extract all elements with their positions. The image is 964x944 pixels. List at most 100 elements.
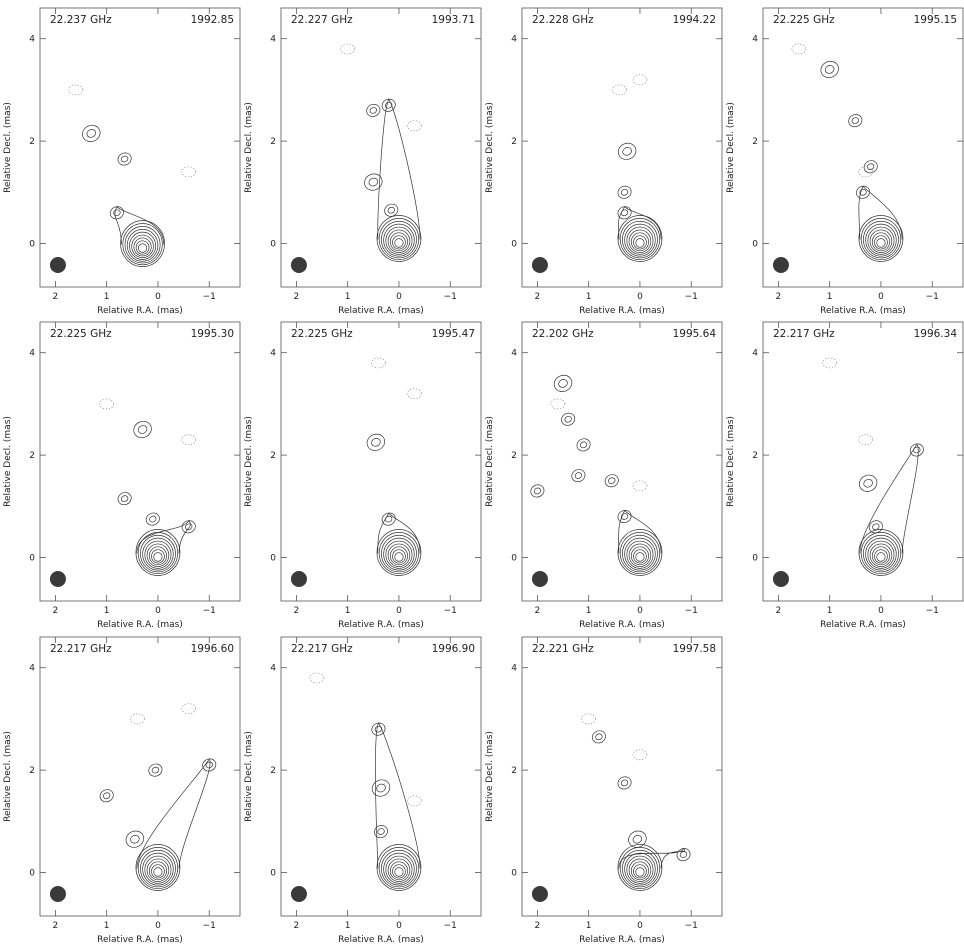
core-contour: [619, 847, 661, 890]
core-contour: [385, 855, 413, 884]
y-tick-label: 2: [270, 766, 276, 776]
jet-component-contour: [117, 492, 132, 506]
core-contour: [860, 218, 902, 261]
negative-contour: [68, 84, 84, 96]
x-tick-label: 2: [53, 292, 59, 302]
contour-group: [581, 713, 691, 891]
negative-contour: [791, 43, 807, 55]
jet-component-contour: [148, 763, 163, 777]
y-tick-label: 0: [511, 239, 517, 249]
jet-component-contour: [604, 474, 619, 488]
frequency-label: 22.225 GHz: [291, 328, 353, 340]
core-contour: [376, 844, 422, 891]
x-tick-label: 1: [104, 921, 110, 931]
jet-component-contour: [109, 206, 124, 220]
x-tick-label: −1: [926, 606, 939, 616]
x-tick-label: −1: [203, 606, 216, 616]
core-contour: [383, 537, 415, 571]
y-tick-label: 0: [270, 239, 276, 249]
jet-component-contour: [856, 185, 870, 199]
core-contour: [122, 223, 163, 266]
negative-contour: [406, 120, 422, 132]
y-tick-label: 2: [29, 451, 35, 461]
core-extension-contour: [136, 758, 211, 869]
x-tick-label: 1: [586, 921, 592, 931]
jet-component-contour: [181, 520, 196, 534]
panel-frame: [762, 321, 964, 602]
y-tick-label: 2: [29, 766, 35, 776]
x-tick-label: 1: [586, 292, 592, 302]
core-contour: [153, 867, 163, 877]
jet-component-contour: [848, 114, 863, 128]
y-axis-label: Relative Decl. (mas): [485, 102, 495, 193]
x-tick-label: 2: [53, 921, 59, 931]
map-panel: 2 1 0 −1 4 2 0 Relative R.A. (mas) Relative Decl…: [3, 636, 241, 944]
jet-component-contour: [620, 513, 629, 520]
core-contour: [376, 529, 422, 576]
core-contour: [387, 543, 411, 567]
panel-frame: [280, 321, 482, 602]
y-axis-label: Relative Decl. (mas): [726, 102, 736, 193]
core-contour: [146, 858, 170, 882]
y-tick-label: 2: [511, 766, 517, 776]
epoch-label: 1995.30: [191, 328, 234, 340]
beam-ellipse: [49, 885, 66, 902]
jet-component-contour: [628, 830, 647, 848]
jet-component-contour: [863, 160, 878, 174]
negative-contour: [130, 713, 145, 725]
jet-component-contour: [387, 206, 395, 214]
x-tick-label: −1: [444, 292, 457, 302]
y-tick-label: 0: [511, 868, 517, 878]
x-tick-label: 0: [155, 921, 161, 931]
jet-component-contour: [151, 766, 160, 774]
x-tick-label: −1: [203, 921, 216, 931]
x-tick-label: 1: [104, 606, 110, 616]
jet-component-contour: [385, 101, 393, 109]
contour-group: [530, 374, 663, 576]
core-contour: [394, 552, 404, 562]
core-contour: [151, 864, 165, 879]
x-axis-label: Relative R.A. (mas): [97, 306, 183, 316]
jet-component-contour: [824, 65, 835, 74]
jet-component-contour: [120, 495, 129, 502]
beam-ellipse: [531, 256, 548, 273]
y-tick-label: 0: [752, 553, 758, 563]
jet-component-contour: [558, 379, 568, 388]
core-contour: [858, 215, 904, 262]
y-axis-label: Relative Decl. (mas): [485, 731, 495, 822]
jet-component-contour: [595, 733, 603, 741]
jet-component-contour: [120, 155, 129, 163]
jet-component-contour: [149, 515, 157, 523]
jet-component-contour: [617, 142, 637, 160]
jet-component-contour: [366, 433, 386, 451]
core-contour: [376, 215, 422, 262]
core-contour: [129, 231, 157, 260]
x-axis-label: Relative R.A. (mas): [579, 935, 665, 944]
core-extension-contour: [377, 512, 421, 554]
jet-component-contour: [125, 830, 145, 848]
beam-ellipse: [290, 256, 307, 273]
core-contour: [630, 232, 649, 252]
core-contour: [381, 534, 417, 573]
core-contour: [387, 858, 411, 882]
beam-ellipse: [290, 570, 307, 587]
jet-component-contour: [86, 129, 97, 138]
beam-ellipse: [772, 256, 789, 273]
panel-frame: [521, 7, 723, 288]
jet-component-contour: [371, 779, 391, 797]
jet-component-contour: [381, 98, 396, 112]
core-contour: [142, 537, 174, 571]
x-tick-label: 0: [637, 921, 643, 931]
jet-component-contour: [385, 515, 393, 523]
map-panel: 2 1 0 −1 4 2 0 Relative R.A. (mas) Relative Decl…: [726, 321, 964, 630]
epoch-label: 1997.58: [673, 643, 716, 655]
negative-contour: [612, 84, 627, 96]
x-tick-label: 0: [155, 292, 161, 302]
x-tick-label: 1: [104, 292, 110, 302]
core-contour: [863, 534, 899, 573]
y-tick-label: 0: [270, 553, 276, 563]
core-contour: [628, 543, 652, 567]
negative-contour: [340, 43, 356, 55]
core-contour: [617, 529, 663, 576]
